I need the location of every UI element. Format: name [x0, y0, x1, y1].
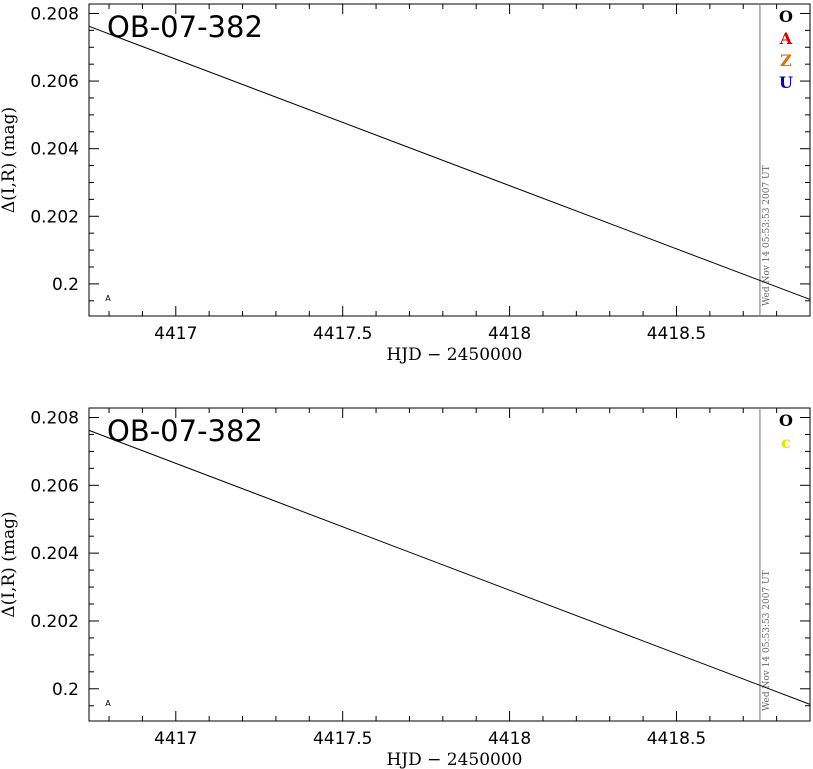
y-tick-label: 0.202: [30, 207, 79, 227]
model-curve-line: [88, 429, 811, 705]
model-curve-line: [88, 25, 811, 300]
light-curve-panel-top: 4417 4417.5 4418 4418.5 0.2 0.202 0.204 0.206 0.…: [0, 3, 811, 365]
observatory-legend-label: O: [779, 7, 793, 26]
x-tick-label: 4417.5: [313, 324, 372, 344]
y-tick-label: 0.204: [30, 140, 79, 160]
y-tick-label: 0.2: [52, 275, 79, 295]
event-name-label: OB-07-382: [107, 10, 263, 44]
x-axis-label: HJD − 2450000: [386, 345, 522, 365]
y-tick-label: 0.208: [30, 408, 79, 428]
x-axis-label: HJD − 2450000: [386, 750, 522, 769]
observatory-legend-label: A: [779, 29, 793, 48]
y-axis-label: Δ(I,R) (mag): [0, 107, 19, 213]
y-tick-label: 0.202: [30, 612, 79, 632]
y-tick-label: 0.208: [30, 4, 79, 24]
x-tick-label: 4417: [154, 729, 197, 749]
x-tick-label: 4418.5: [647, 729, 706, 749]
observatory-legend-label: c: [781, 433, 791, 452]
observatory-legend-label: Z: [780, 51, 792, 70]
x-tick-label: 4418.5: [647, 324, 706, 344]
light-curve-panel-bottom: 4417 4417.5 4418 4418.5 0.2 0.202 0.204 0.206 0.…: [0, 407, 811, 769]
y-tick-label: 0.204: [30, 544, 79, 564]
corner-mark: A: [105, 699, 111, 708]
y-tick-label: 0.206: [30, 476, 79, 496]
x-tick-label: 4417.5: [313, 729, 372, 749]
y-tick-label: 0.206: [30, 72, 79, 92]
observatory-legend-label: U: [779, 73, 793, 92]
y-axis-label: Δ(I,R) (mag): [0, 511, 19, 617]
event-name-label: OB-07-382: [107, 414, 263, 448]
timestamp-label: Wed Nov 14 05:53:53 2007 UT: [762, 165, 772, 306]
x-tick-label: 4417: [154, 324, 197, 344]
observatory-legend-label: O: [779, 411, 793, 430]
corner-mark: A: [105, 294, 111, 303]
timestamp-label: Wed Nov 14 05:53:53 2007 UT: [762, 570, 772, 711]
x-tick-label: 4418: [488, 729, 531, 749]
x-tick-label: 4418: [488, 324, 531, 344]
plot-frame: [88, 407, 811, 722]
y-tick-label: 0.2: [52, 680, 79, 700]
plot-frame: [88, 3, 811, 317]
